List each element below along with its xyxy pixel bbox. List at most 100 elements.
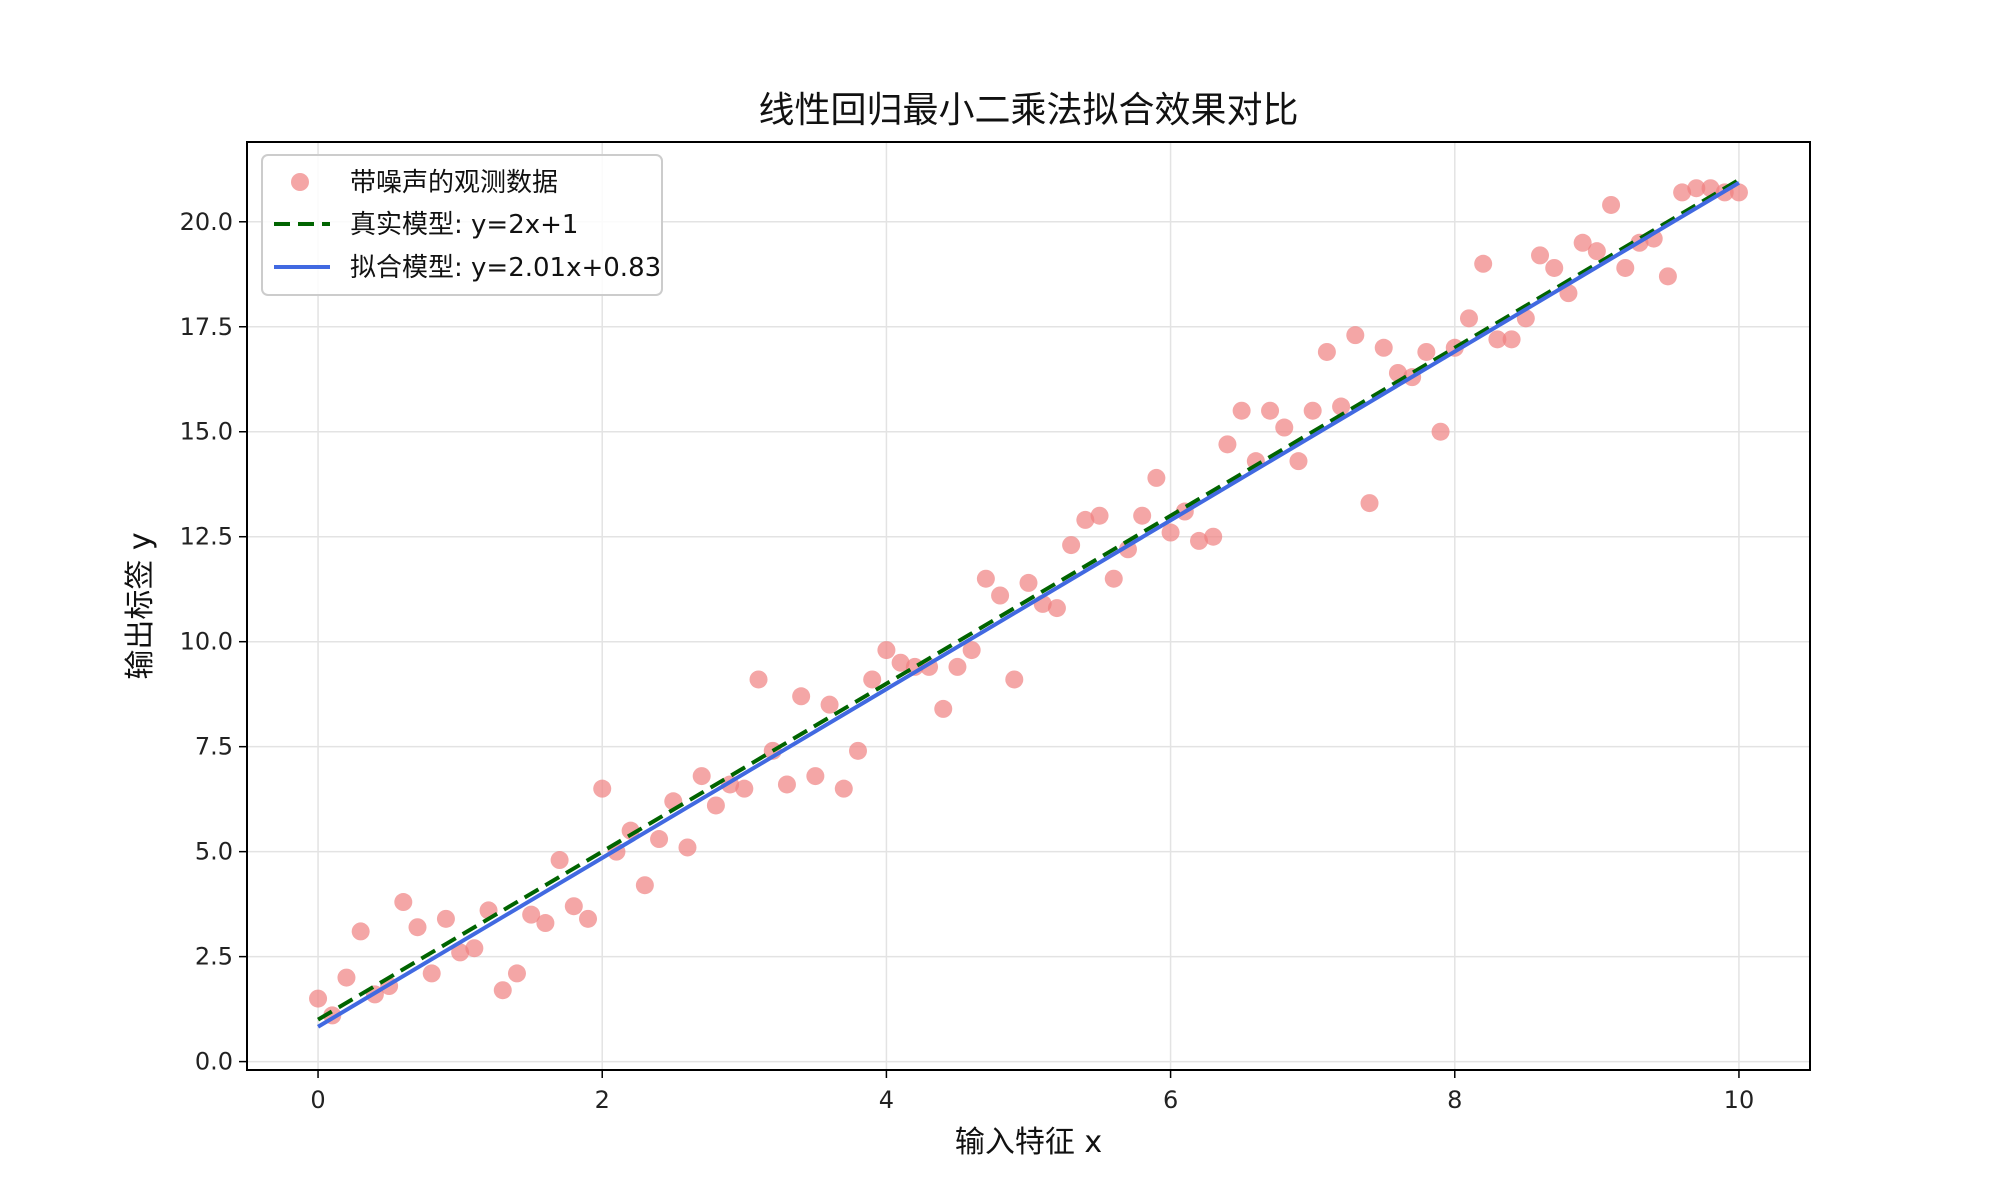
data-point [692, 767, 711, 786]
data-point [564, 897, 583, 916]
fit-model-line [317, 181, 1740, 1029]
data-point [635, 876, 654, 895]
data-point [1431, 422, 1450, 441]
data-point [991, 586, 1010, 605]
data-point [1289, 452, 1308, 471]
data-point [1303, 401, 1322, 420]
data-point [1545, 258, 1564, 277]
chart-title: 线性回归最小二乘法拟合效果对比 [758, 90, 1298, 131]
data-point [536, 914, 555, 933]
data-point [678, 838, 697, 857]
data-point [1360, 494, 1379, 513]
y-tick-label: 12.5 [180, 523, 233, 551]
y-tick-label: 15.0 [180, 418, 233, 446]
x-tick-label: 6 [1163, 1086, 1178, 1114]
x-tick-label: 0 [310, 1086, 325, 1114]
data-point [1374, 338, 1393, 357]
data-point [550, 851, 569, 870]
data-point [1317, 342, 1336, 361]
data-point [806, 767, 825, 786]
true-model-line [317, 178, 1740, 1022]
data-point [1602, 195, 1621, 214]
y-tick-label: 2.5 [195, 943, 233, 971]
data-point [1047, 599, 1066, 618]
data-point [1090, 506, 1109, 525]
x-tick-label: 2 [595, 1086, 610, 1114]
data-point [1729, 183, 1748, 202]
x-tick-label: 4 [879, 1086, 894, 1114]
data-point [1573, 233, 1592, 252]
y-tick-label: 10.0 [180, 628, 233, 656]
legend-label-scatter: 带噪声的观测数据 [350, 168, 558, 198]
data-point [735, 779, 754, 798]
legend-box [261, 154, 663, 296]
scatter-points [309, 179, 1748, 1025]
data-point [1062, 536, 1081, 555]
data-point [1019, 573, 1038, 592]
data-point [451, 943, 470, 962]
data-point [394, 893, 413, 912]
data-point [834, 779, 853, 798]
data-point [1190, 531, 1209, 550]
data-point [621, 821, 640, 840]
x-tick-label: 10 [1724, 1086, 1755, 1114]
data-point [579, 909, 598, 928]
data-point [1587, 242, 1606, 261]
y-axis-label: 输出标签 y [123, 532, 158, 679]
legend-label-true-model: 真实模型: y=2x+1 [350, 210, 578, 240]
data-point [1147, 468, 1166, 487]
data-point [309, 989, 328, 1008]
data-point [1261, 401, 1280, 420]
data-point [777, 775, 796, 794]
y-tick-label: 7.5 [195, 733, 233, 761]
data-point [1658, 267, 1677, 286]
data-point [1616, 258, 1635, 277]
plot-frame [246, 141, 1811, 1071]
data-point [1218, 435, 1237, 454]
legend-marker-scatter [291, 173, 309, 191]
data-point [465, 939, 484, 958]
x-tick-label: 8 [1447, 1086, 1462, 1114]
y-tick-label: 0.0 [195, 1048, 233, 1076]
data-point [1346, 326, 1365, 345]
data-point [436, 909, 455, 928]
data-point [351, 922, 370, 941]
data-point [1076, 510, 1095, 529]
data-point [422, 964, 441, 983]
y-tick-label: 20.0 [180, 208, 233, 236]
data-point [820, 695, 839, 714]
data-point [593, 779, 612, 798]
data-point [507, 964, 526, 983]
data-point [1204, 527, 1223, 546]
data-point [1275, 418, 1294, 437]
x-axis-label: 输入特征 x [955, 1125, 1102, 1160]
data-point [706, 796, 725, 815]
data-point [1161, 523, 1180, 542]
data-point [1133, 506, 1152, 525]
data-point [792, 687, 811, 706]
legend-label-fit-model: 拟合模型: y=2.01x+0.83 [350, 253, 661, 283]
data-point [1531, 246, 1550, 265]
data-point [749, 670, 768, 689]
data-point [1332, 397, 1351, 416]
data-point [1502, 330, 1521, 349]
legend: 带噪声的观测数据 真实模型: y=2x+1 拟合模型: y=2.01x+0.83 [261, 154, 663, 296]
data-point [976, 569, 995, 588]
data-point [493, 981, 512, 1000]
data-point [863, 670, 882, 689]
data-point [1417, 342, 1436, 361]
data-point [408, 918, 427, 937]
y-tick-label: 17.5 [180, 313, 233, 341]
data-point [848, 741, 867, 760]
data-point [1474, 254, 1493, 273]
data-point [1005, 670, 1024, 689]
data-point [948, 657, 967, 676]
data-point [1459, 309, 1478, 328]
data-point [650, 830, 669, 849]
data-point [522, 905, 541, 924]
data-point [337, 968, 356, 987]
data-point [1687, 179, 1706, 198]
data-point [1488, 330, 1507, 349]
y-tick-label: 5.0 [195, 838, 233, 866]
